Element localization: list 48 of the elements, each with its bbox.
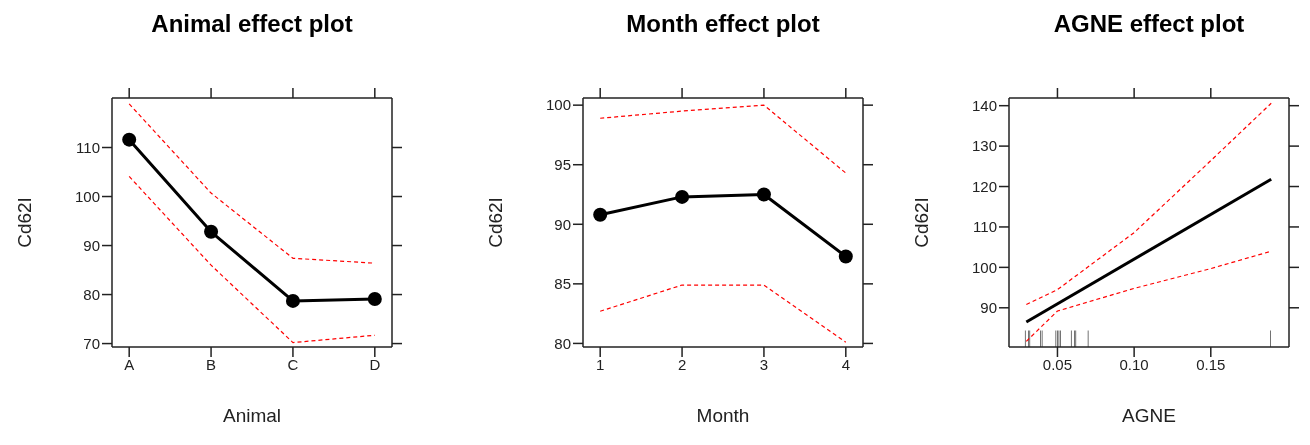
point xyxy=(593,207,608,222)
y-tick-label: 100 xyxy=(74,187,100,205)
y-tick-label: 85 xyxy=(554,275,571,293)
y-tick-label: 90 xyxy=(83,236,100,254)
chart-title: Month effect plot xyxy=(625,10,821,38)
y-axis-title: Cd62I xyxy=(13,197,35,248)
chart-title: Animal effect plot xyxy=(150,10,354,38)
x-tick-label: 4 xyxy=(841,355,850,373)
y-tick-label: 110 xyxy=(76,138,100,156)
y-axis-title: Cd62I xyxy=(910,197,932,248)
y-tick-label: 120 xyxy=(971,177,997,195)
point xyxy=(756,187,771,202)
x-axis-title: Month xyxy=(696,405,750,426)
x-tick-label: A xyxy=(124,355,135,373)
line-series xyxy=(1025,250,1272,342)
y-tick-label: 100 xyxy=(971,258,997,276)
y-tick-label: 95 xyxy=(554,156,571,174)
x-axis-title: Animal xyxy=(222,405,282,426)
chart-title: AGNE effect plot xyxy=(1052,10,1246,38)
point xyxy=(675,189,690,204)
y-tick-label: 70 xyxy=(83,334,100,352)
x-tick-label: B xyxy=(206,355,217,373)
line-series xyxy=(128,175,376,344)
point xyxy=(285,293,300,308)
x-tick-label: 1 xyxy=(596,355,605,373)
x-tick-label: 2 xyxy=(677,355,687,373)
y-tick-label: 100 xyxy=(545,96,571,114)
y-tick-label: 90 xyxy=(980,299,997,317)
point xyxy=(204,224,219,239)
x-tick-label: C xyxy=(287,355,299,373)
y-tick-label: 130 xyxy=(971,137,997,155)
y-axis-title: Cd62I xyxy=(484,197,506,248)
point xyxy=(367,291,382,306)
y-tick-label: 90 xyxy=(554,215,571,233)
point xyxy=(838,249,853,264)
line-series xyxy=(599,104,847,174)
x-tick-label: 3 xyxy=(759,355,769,373)
x-tick-label: 0.10 xyxy=(1119,355,1149,373)
y-tick-label: 80 xyxy=(83,285,100,303)
y-tick-label: 140 xyxy=(971,97,997,115)
y-tick-label: 110 xyxy=(973,218,997,236)
point xyxy=(122,132,137,147)
x-tick-label: 0.15 xyxy=(1196,355,1226,373)
x-tick-label: 0.05 xyxy=(1042,355,1073,373)
x-axis-title: AGNE xyxy=(1122,405,1176,426)
y-tick-label: 80 xyxy=(554,334,571,352)
line-series xyxy=(1025,102,1272,306)
x-tick-label: D xyxy=(369,355,381,373)
